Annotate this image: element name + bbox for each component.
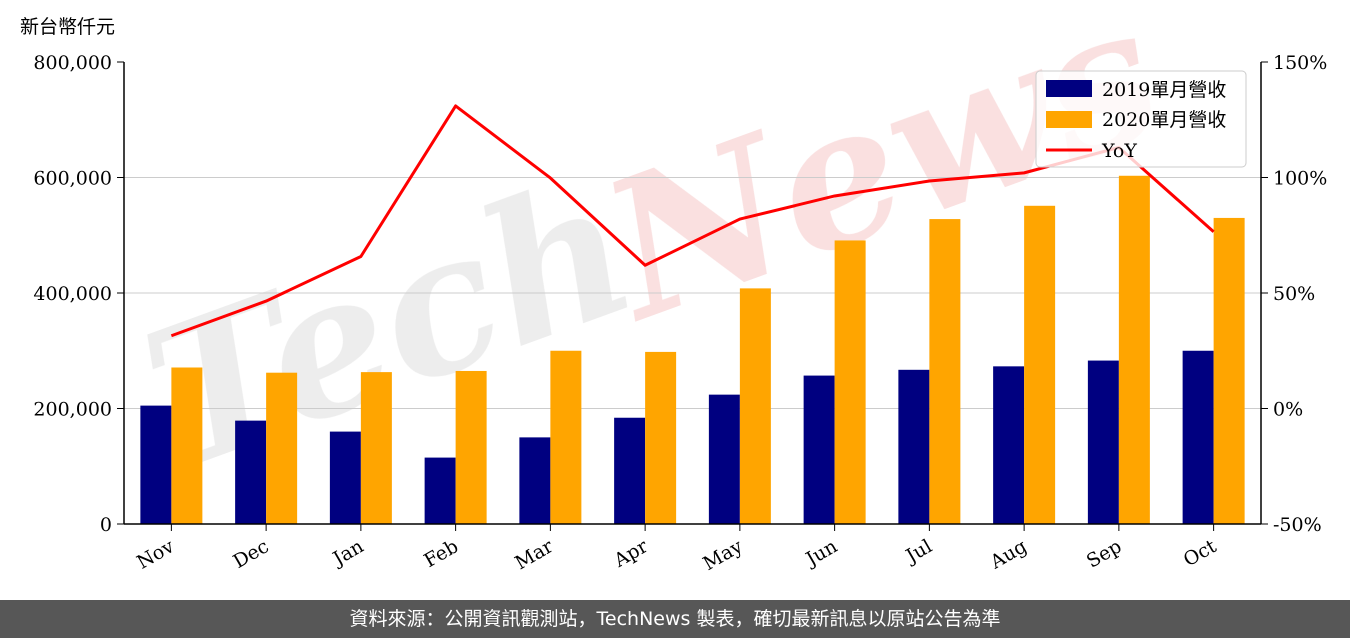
bar-2020-jul [929, 219, 961, 524]
revenue-chart: Tech News 0200,000400,000600,000800,000-… [33, 0, 1327, 575]
legend-swatch-2019 [1046, 80, 1092, 97]
right-tick-label: 0% [1273, 399, 1303, 421]
yoy-line-group [170, 104, 1215, 338]
bar-2020-mar [550, 350, 582, 524]
x-tick-label-jun: Jun [801, 535, 842, 571]
right-tick-label: -50% [1273, 514, 1322, 536]
x-tick-label-mar: Mar [511, 535, 557, 574]
source-footer: 資料來源：公開資訊觀測站，TechNews 製表，確切最新訊息以原站公告為準 [0, 600, 1350, 638]
right-tick-label: 150% [1273, 52, 1327, 74]
x-tick-label-apr: Apr [609, 535, 652, 572]
x-tick-label-dec: Dec [229, 535, 272, 573]
legend-label-2019: 2019單月營收 [1102, 79, 1226, 101]
legend-label-2020: 2020單月營收 [1102, 109, 1226, 131]
x-tick-label-may: May [699, 535, 746, 575]
bar-2020-jun [834, 240, 866, 524]
legend: 2019單月營收 2020單月營收 YoY [1035, 70, 1247, 168]
left-tick-label: 800,000 [33, 52, 112, 74]
x-tick-label-feb: Feb [420, 535, 462, 572]
bar-2020-aug [1024, 205, 1056, 525]
bars [140, 175, 1245, 525]
bar-2019-feb [424, 457, 456, 524]
bar-2019-sep [1087, 360, 1119, 524]
bar-2020-apr [645, 351, 677, 524]
bar-2020-feb [455, 370, 487, 524]
x-tick-label-oct: Oct [1180, 535, 1221, 571]
bar-2020-nov [171, 367, 203, 524]
bar-2019-mar [519, 437, 551, 524]
bar-2019-may [708, 394, 740, 524]
x-tick-label-aug: Aug [986, 535, 1031, 574]
right-tick-label: 50% [1273, 283, 1315, 305]
bar-2019-nov [140, 405, 172, 524]
left-tick-label: 600,000 [33, 168, 112, 190]
y-axis-unit-label: 新台幣仟元 [20, 16, 116, 38]
x-tick-label-jan: Jan [328, 535, 368, 571]
bar-2019-apr [614, 417, 646, 524]
bar-2019-oct [1182, 350, 1214, 524]
x-tick-label-sep: Sep [1083, 535, 1126, 572]
left-tick-label: 400,000 [33, 283, 112, 305]
bar-2020-dec [266, 372, 298, 524]
bar-2020-jan [360, 372, 392, 524]
bar-2019-jan [329, 431, 361, 524]
yoy-line [170, 104, 1215, 338]
bar-2020-sep [1118, 175, 1150, 524]
bar-2020-oct [1213, 217, 1245, 525]
watermark-news: News [573, 0, 1186, 364]
right-tick-label: 100% [1273, 168, 1327, 190]
x-tick-label-jul: Jul [901, 535, 936, 568]
bar-2019-dec [235, 420, 267, 524]
left-tick-label: 200,000 [33, 399, 112, 421]
bar-2020-may [739, 288, 771, 524]
legend-label-yoy: YoY [1101, 140, 1137, 162]
bar-2019-aug [993, 366, 1025, 524]
left-tick-label: 0 [100, 514, 112, 536]
bar-2019-jul [898, 369, 930, 524]
legend-swatch-2020 [1046, 111, 1092, 128]
gridlines [124, 177, 1261, 409]
bar-2019-jun [803, 375, 835, 524]
x-tick-label-nov: Nov [133, 535, 178, 574]
